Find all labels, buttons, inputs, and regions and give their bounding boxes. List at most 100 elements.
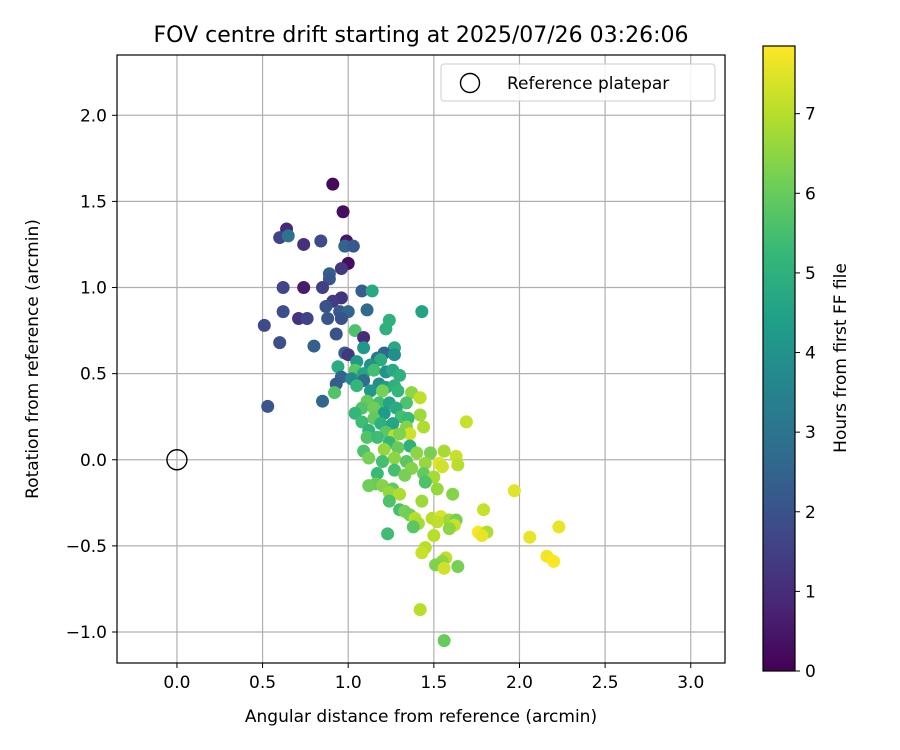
data-point bbox=[381, 527, 395, 541]
data-point bbox=[415, 305, 429, 319]
data-point bbox=[459, 415, 473, 429]
data-point bbox=[257, 318, 271, 332]
x-axis-label: Angular distance from reference (arcmin) bbox=[245, 707, 597, 727]
data-point bbox=[355, 284, 369, 298]
data-point bbox=[329, 327, 343, 341]
colorbar-gradient bbox=[762, 45, 796, 672]
y-tick-label: −0.5 bbox=[66, 537, 107, 557]
data-point bbox=[281, 229, 295, 243]
x-tick-label: 1.5 bbox=[420, 673, 447, 693]
data-point bbox=[403, 427, 417, 441]
y-tick-label: 0.0 bbox=[80, 451, 107, 471]
legend-entry-reference: Reference platepar bbox=[507, 74, 669, 94]
data-point bbox=[273, 336, 287, 350]
data-point bbox=[261, 399, 275, 413]
data-point bbox=[367, 401, 381, 415]
colorbar-ticks: 0 1 2 3 4 5 6 7 bbox=[795, 105, 816, 682]
data-point bbox=[413, 603, 427, 617]
data-point bbox=[391, 384, 405, 398]
data-point bbox=[393, 368, 407, 382]
data-point bbox=[362, 479, 376, 493]
colorbar-tick-label: 7 bbox=[805, 105, 816, 125]
chart-title: FOV centre drift starting at 2025/07/26 … bbox=[154, 23, 689, 48]
data-point bbox=[316, 281, 330, 295]
data-point bbox=[399, 396, 413, 410]
data-point bbox=[307, 339, 321, 353]
data-point bbox=[418, 456, 432, 470]
data-point bbox=[547, 554, 561, 568]
data-point bbox=[413, 408, 427, 422]
data-point bbox=[430, 482, 444, 496]
data-point bbox=[477, 503, 491, 517]
data-point bbox=[363, 384, 377, 398]
data-point bbox=[387, 451, 401, 465]
colorbar-tick-label: 0 bbox=[805, 662, 816, 682]
y-tick-label: 1.5 bbox=[80, 192, 107, 212]
x-tick-label: 2.0 bbox=[506, 673, 533, 693]
data-point bbox=[377, 406, 391, 420]
data-point bbox=[415, 494, 429, 508]
data-point bbox=[377, 442, 391, 456]
data-point bbox=[427, 529, 441, 543]
data-point bbox=[415, 546, 429, 560]
x-tick-label: 1.0 bbox=[335, 673, 362, 693]
x-tick-label: 0.0 bbox=[163, 673, 190, 693]
data-point bbox=[316, 394, 330, 408]
plot-frame bbox=[116, 54, 726, 664]
legend-box bbox=[440, 63, 716, 102]
data-point bbox=[336, 205, 350, 219]
data-point bbox=[475, 529, 489, 543]
data-point bbox=[413, 391, 427, 405]
legend-reference-marker bbox=[459, 72, 481, 94]
y-axis-ticks: −1.0 −0.5 0.0 0.5 1.0 1.5 2.0 bbox=[66, 106, 117, 643]
y-tick-label: 0.5 bbox=[80, 365, 107, 385]
data-point bbox=[357, 330, 371, 344]
colorbar-tick-label: 3 bbox=[805, 423, 816, 443]
data-point bbox=[357, 341, 371, 355]
data-point bbox=[552, 520, 566, 534]
data-point bbox=[406, 520, 420, 534]
colorbar-tick-label: 5 bbox=[805, 264, 816, 284]
colorbar-label: Hours from first FF file bbox=[831, 263, 851, 453]
data-point bbox=[362, 451, 376, 465]
data-point bbox=[300, 312, 314, 326]
data-points bbox=[257, 177, 566, 648]
y-tick-label: −1.0 bbox=[66, 623, 107, 643]
data-point bbox=[430, 515, 444, 529]
x-tick-label: 2.5 bbox=[592, 673, 619, 693]
data-point bbox=[375, 384, 389, 398]
data-point bbox=[326, 177, 340, 191]
y-axis-label: Rotation from reference (arcmin) bbox=[23, 219, 43, 499]
colorbar-tick-label: 6 bbox=[805, 184, 816, 204]
data-point bbox=[398, 468, 412, 482]
data-point bbox=[437, 634, 451, 648]
legend: Reference platepar bbox=[440, 63, 716, 102]
data-point bbox=[382, 494, 396, 508]
data-point bbox=[367, 363, 381, 377]
data-point bbox=[360, 430, 374, 444]
grid-lines bbox=[117, 55, 725, 663]
data-point bbox=[334, 312, 348, 326]
data-point bbox=[446, 487, 460, 501]
data-point bbox=[435, 460, 449, 474]
colorbar: 0 1 2 3 4 5 6 7 Hours from first FF file bbox=[762, 45, 851, 682]
data-point bbox=[334, 262, 348, 276]
data-point bbox=[423, 446, 437, 460]
data-point bbox=[319, 299, 333, 313]
data-point bbox=[360, 303, 374, 317]
y-tick-label: 1.0 bbox=[80, 279, 107, 299]
data-point bbox=[374, 353, 388, 367]
x-tick-label: 0.5 bbox=[249, 673, 276, 693]
data-point bbox=[346, 239, 360, 253]
reference-platepar-point bbox=[166, 449, 188, 471]
data-point bbox=[418, 475, 432, 489]
colorbar-tick-label: 2 bbox=[805, 503, 816, 523]
y-tick-label: 2.0 bbox=[80, 106, 107, 126]
data-point bbox=[417, 420, 431, 434]
data-point bbox=[507, 484, 521, 498]
x-tick-label: 3.0 bbox=[677, 673, 704, 693]
data-point bbox=[523, 530, 537, 544]
data-point bbox=[379, 322, 393, 336]
data-point bbox=[393, 427, 407, 441]
reference-marker bbox=[166, 449, 188, 471]
